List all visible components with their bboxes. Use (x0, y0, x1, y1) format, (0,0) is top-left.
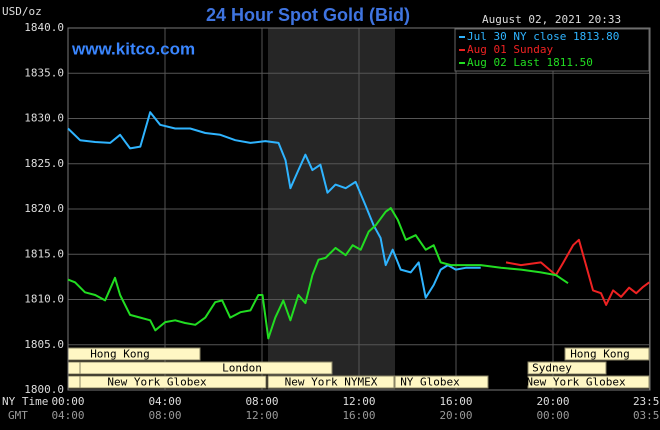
x2-tick-label: 08:00 (148, 409, 181, 422)
session-bar (394, 375, 489, 389)
y-tick-label: 1830.0 (24, 112, 64, 125)
session-bar (527, 361, 607, 375)
x-tick-label: 00:00 (51, 395, 84, 408)
legend-label: Aug 01 Sunday (467, 43, 553, 56)
y-tick-label: 1810.0 (24, 293, 64, 306)
x-tick-label: 16:00 (439, 395, 472, 408)
y-unit: USD/oz (2, 5, 42, 18)
session-bar (79, 361, 333, 375)
y-tick-label: 1840.0 (24, 21, 64, 34)
series-line (67, 111, 481, 299)
session-label: New York Globex (526, 376, 626, 389)
session-label: Sydney (532, 362, 572, 375)
x2-tick-label: 20:00 (439, 409, 472, 422)
session-bar (267, 375, 395, 389)
session-label: New York NYMEX (285, 376, 378, 389)
session-label: Hong Kong (570, 348, 630, 361)
y-tick-label: 1825.0 (24, 157, 64, 170)
x-row-label: NY Time (2, 395, 48, 408)
x2-tick-label: 00:00 (536, 409, 569, 422)
y-tick-label: 1815.0 (24, 247, 64, 260)
session-label: New York Globex (107, 376, 207, 389)
legend-label: Jul 30 NY close 1813.80 (467, 30, 619, 43)
session-label: London (222, 362, 262, 375)
series-line (505, 238, 650, 306)
legend-box (454, 28, 650, 72)
y-tick-label: 1820.0 (24, 202, 64, 215)
x2-tick-label: 04:00 (51, 409, 84, 422)
plot-frame (67, 27, 651, 391)
x-tick-label: 23:59 (633, 395, 660, 408)
timestamp: August 02, 2021 20:33 (482, 13, 621, 26)
x-tick-label: 12:00 (342, 395, 375, 408)
session-label: Hong Kong (90, 348, 150, 361)
x2-row-label: GMT (8, 409, 28, 422)
session-bar (67, 361, 81, 375)
x2-tick-label: 03:59 (633, 409, 660, 422)
legend-label: Aug 02 Last 1811.50 (467, 56, 593, 69)
session-bar (67, 375, 81, 389)
x2-tick-label: 12:00 (245, 409, 278, 422)
y-tick-label: 1800.0 (24, 383, 64, 396)
session-bar (527, 375, 650, 389)
x2-tick-label: 16:00 (342, 409, 375, 422)
watermark: www.kitco.com (71, 39, 195, 58)
y-tick-label: 1805.0 (24, 338, 64, 351)
x-tick-label: 08:00 (245, 395, 278, 408)
x-tick-label: 04:00 (148, 395, 181, 408)
x-tick-label: 20:00 (536, 395, 569, 408)
chart-title: 24 Hour Spot Gold (Bid) (206, 5, 410, 25)
series-line (67, 207, 569, 340)
session-bar (564, 347, 650, 361)
session-label: NY Globex (400, 376, 460, 389)
y-tick-label: 1835.0 (24, 66, 64, 79)
